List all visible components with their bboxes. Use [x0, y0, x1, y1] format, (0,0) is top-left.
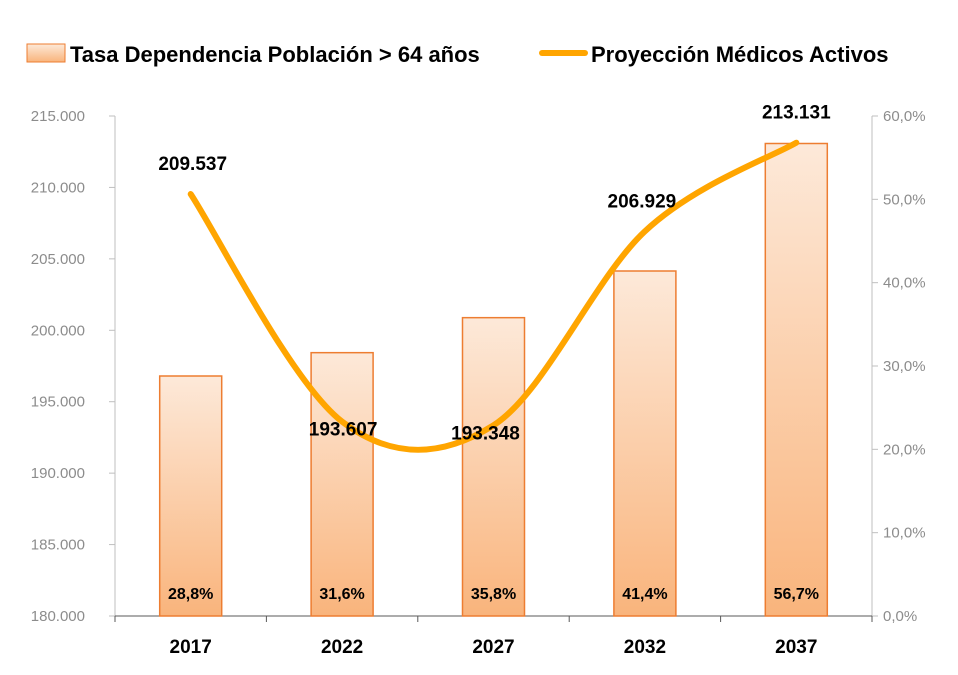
right-axis-tick-label: 50,0% [883, 191, 926, 208]
bar-series [158, 142, 829, 617]
right-axis-tick-label: 0,0% [883, 608, 917, 625]
bar [613, 270, 677, 617]
right-axis-tick-label: 40,0% [883, 275, 926, 292]
line-data-label: 193.348 [451, 423, 520, 444]
line-data-labels: 209.537 193.607 193.348 206.929 213.131 [158, 103, 831, 445]
left-axis-tick-label: 190.000 [31, 465, 85, 482]
line-series [187, 139, 800, 453]
right-axis-tick-label: 60,0% [883, 108, 926, 125]
right-axis-tick-label: 20,0% [883, 441, 926, 458]
legend-bar-swatch [26, 43, 66, 63]
legend-bar-label: Tasa Dependencia Población > 64 años [70, 42, 480, 67]
line-data-label: 193.607 [309, 420, 378, 441]
bar-data-label: 31,6% [319, 586, 364, 603]
line-data-label: 206.929 [608, 191, 677, 212]
left-axis-ticks: 180.000 185.000 190.000 195.000 200.000 205.0… [31, 108, 115, 625]
left-axis-tick-label: 185.000 [31, 537, 85, 554]
line-data-label: 213.131 [762, 103, 831, 124]
bar-data-label: 56,7% [774, 586, 819, 603]
x-axis-category-label: 2037 [775, 637, 817, 658]
bar-data-label: 28,8% [168, 586, 213, 603]
bar [764, 142, 829, 617]
x-axis-category-label: 2027 [472, 637, 514, 658]
line-path [187, 139, 800, 453]
left-axis-tick-label: 180.000 [31, 608, 85, 625]
x-axis-category-label: 2022 [321, 637, 363, 658]
line-data-label: 209.537 [158, 154, 227, 175]
x-axis-category-label: 2032 [624, 637, 666, 658]
left-axis-tick-label: 215.000 [31, 108, 85, 125]
right-axis-tick-label: 30,0% [883, 358, 926, 375]
bar-data-label: 41,4% [622, 586, 667, 603]
legend: Tasa Dependencia Población > 64 años Pro… [26, 42, 889, 67]
bar [461, 316, 526, 617]
bar [158, 375, 223, 617]
bar-data-label: 35,8% [471, 586, 516, 603]
right-axis-tick-label: 10,0% [883, 525, 926, 542]
category-labels: 2017 2022 2027 2032 2037 [170, 637, 818, 658]
left-axis-tick-label: 210.000 [31, 179, 85, 196]
bar-data-labels: 28,8% 31,6% 35,8% 41,4% 56,7% [168, 586, 819, 603]
x-axis-ticks [114, 616, 873, 622]
legend-line-label: Proyección Médicos Activos [591, 42, 889, 67]
left-axis-tick-label: 195.000 [31, 394, 85, 411]
right-axis-ticks: 0,0% 10,0% 20,0% 30,0% 40,0% 50,0% 60,0% [872, 108, 926, 625]
left-axis-tick-label: 200.000 [31, 322, 85, 339]
bar [310, 351, 374, 617]
x-axis-category-label: 2017 [170, 637, 212, 658]
left-axis-tick-label: 205.000 [31, 251, 85, 268]
